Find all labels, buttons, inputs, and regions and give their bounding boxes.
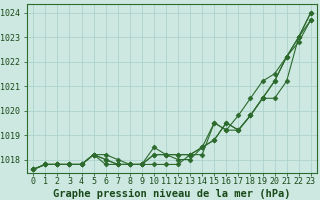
- X-axis label: Graphe pression niveau de la mer (hPa): Graphe pression niveau de la mer (hPa): [53, 189, 291, 199]
